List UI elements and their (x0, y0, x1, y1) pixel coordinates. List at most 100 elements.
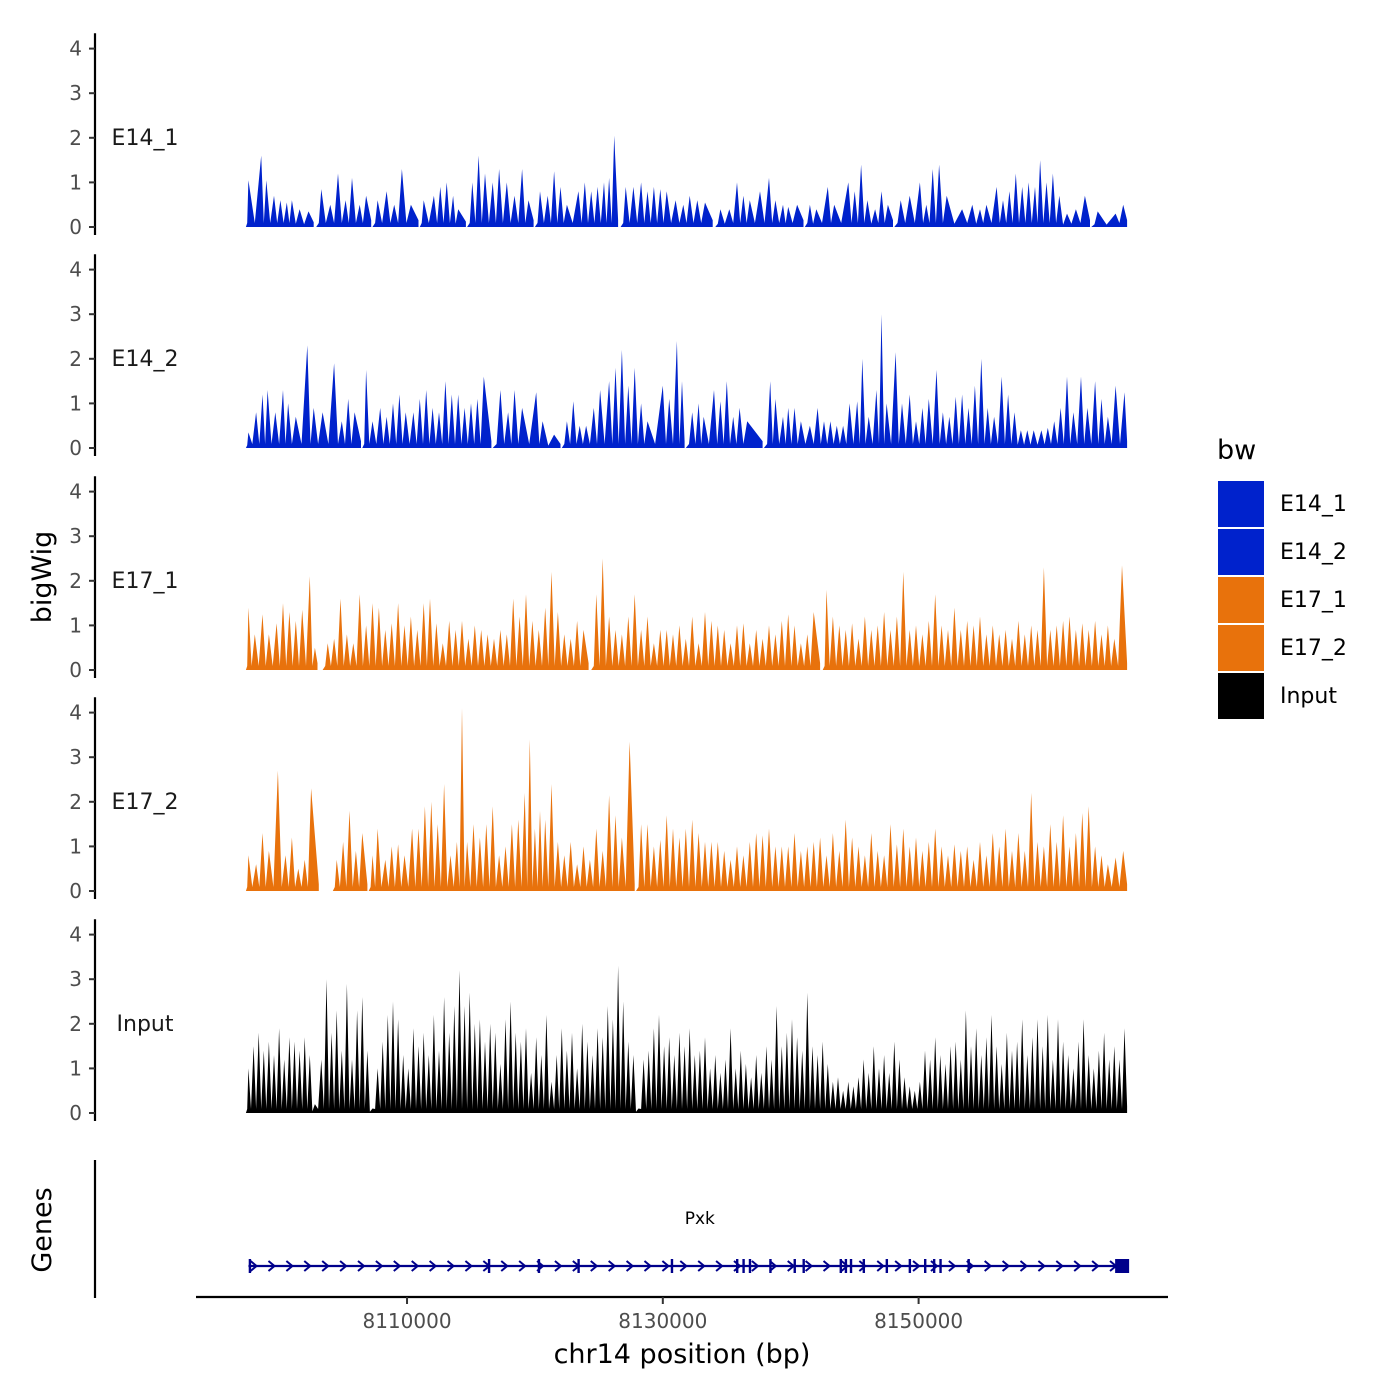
exon (538, 1259, 540, 1273)
legend-label: E14_2 (1280, 540, 1347, 565)
y-tick-label: 2 (69, 1012, 82, 1036)
exon (803, 1259, 805, 1273)
exon (886, 1259, 888, 1273)
y-tick-label: 4 (69, 923, 82, 947)
exon (939, 1259, 941, 1273)
legend-item-e17-2: E17_2 (1218, 625, 1347, 671)
coverage-area (636, 793, 1127, 891)
coverage-area (493, 390, 561, 448)
x-tick-label: 8110000 (362, 1309, 451, 1333)
y-tick-label: 1 (69, 170, 82, 194)
coverage-area (764, 314, 1127, 448)
coverage-area (246, 966, 1127, 1113)
y-tick-label: 4 (69, 480, 82, 504)
legend-swatch (1218, 673, 1264, 719)
legend-item-input: Input (1218, 673, 1337, 719)
y-tick-label: 3 (69, 81, 82, 105)
coverage-area (823, 565, 1127, 670)
y-tick-label: 4 (69, 258, 82, 282)
exon (909, 1259, 911, 1273)
exon (924, 1259, 926, 1273)
y-tick-label: 4 (69, 37, 82, 61)
exon (742, 1259, 744, 1273)
exon (736, 1259, 738, 1273)
legend-label: Input (1280, 684, 1337, 709)
coverage-area (362, 370, 491, 448)
track-label: E17_1 (112, 569, 179, 594)
coverage-area (591, 559, 820, 671)
bigwig-tracks: 0 1 2 3 4 E14_1 0 1 2 3 4 E14_2 0 1 2 3 4 E17_1 0 1 2 3 4 E17_2… (69, 33, 1127, 1125)
y-tick-label: 2 (69, 126, 82, 150)
coverage-area (373, 169, 419, 227)
coverage-area (246, 771, 319, 891)
legend-swatch (1218, 481, 1264, 527)
coverage-area (621, 182, 713, 227)
coverage-area (246, 576, 318, 670)
y-axis-title: bigWig (27, 531, 58, 624)
exon (577, 1259, 579, 1273)
x-axis: 8110000 8130000 8150000 (196, 1297, 1168, 1333)
x-axis-title: chr14 position (bp) (554, 1339, 811, 1370)
coverage-area (686, 381, 763, 448)
legend-swatch (1218, 577, 1264, 623)
exon (794, 1259, 796, 1273)
x-tick-label: 8150000 (874, 1309, 963, 1333)
exon (249, 1259, 251, 1273)
exon (1115, 1259, 1129, 1273)
legend-item-e14-1: E14_1 (1218, 481, 1347, 527)
y-tick-label: 0 (69, 215, 82, 239)
legend-item-e14-2: E14_2 (1218, 529, 1347, 575)
coverage-area (246, 156, 314, 227)
track-e14-1: 0 1 2 3 4 E14_1 (69, 33, 1127, 239)
exon (863, 1259, 865, 1273)
track-label: E17_2 (112, 790, 179, 815)
track-input: 0 1 2 3 4 Input (69, 919, 1127, 1125)
track-e17-1: 0 1 2 3 4 E17_1 (69, 476, 1127, 682)
coverage-area (246, 345, 361, 448)
y-tick-label: 2 (69, 347, 82, 371)
genes-panel: Pxk (95, 1160, 1129, 1298)
y-tick-label: 1 (69, 613, 82, 637)
x-tick-label: 8130000 (618, 1309, 707, 1333)
gene-pxk: Pxk (248, 1209, 1129, 1273)
legend-item-e17-1: E17_1 (1218, 577, 1347, 623)
exon (769, 1259, 771, 1273)
y-tick-label: 0 (69, 436, 82, 460)
y-tick-label: 1 (69, 1056, 82, 1080)
coverage-area (562, 341, 685, 448)
y-tick-label: 0 (69, 1101, 82, 1125)
y-tick-label: 3 (69, 302, 82, 326)
track-e17-2: 0 1 2 3 4 E17_2 (69, 697, 1127, 903)
coverage-area (715, 178, 803, 227)
legend-label: E17_1 (1280, 588, 1347, 613)
track-label: Input (117, 1012, 174, 1037)
coverage-area (894, 160, 1090, 227)
exon (850, 1259, 852, 1273)
genome-browser-chart: 0 1 2 3 4 E14_1 0 1 2 3 4 E14_2 0 1 2 3 4 E17_1 0 1 2 3 4 E17_2… (0, 0, 1400, 1400)
legend: bw E14_1 E14_2 E17_1 E17_2 Input (1217, 435, 1347, 719)
coverage-area (805, 165, 893, 227)
y-tick-label: 4 (69, 701, 82, 725)
coverage-area (1091, 205, 1127, 227)
coverage-area (316, 174, 371, 228)
y-tick-label: 3 (69, 524, 82, 548)
y-tick-label: 1 (69, 391, 82, 415)
coverage-area (467, 156, 533, 227)
y-tick-label: 0 (69, 658, 82, 682)
genes-panel-title: Genes (27, 1187, 58, 1272)
exon (840, 1259, 842, 1273)
exon (933, 1259, 935, 1273)
track-label: E14_2 (112, 347, 179, 372)
coverage-area (333, 811, 368, 891)
y-tick-label: 2 (69, 569, 82, 593)
gene-label: Pxk (685, 1209, 715, 1229)
coverage-area (323, 572, 589, 670)
exon (967, 1259, 969, 1273)
exon (488, 1259, 490, 1273)
y-tick-label: 3 (69, 745, 82, 769)
track-e14-2: 0 1 2 3 4 E14_2 (69, 254, 1127, 460)
legend-items: E14_1 E14_2 E17_1 E17_2 Input (1218, 481, 1347, 719)
coverage-area (369, 708, 635, 891)
track-label: E14_1 (112, 126, 179, 151)
y-tick-label: 3 (69, 967, 82, 991)
